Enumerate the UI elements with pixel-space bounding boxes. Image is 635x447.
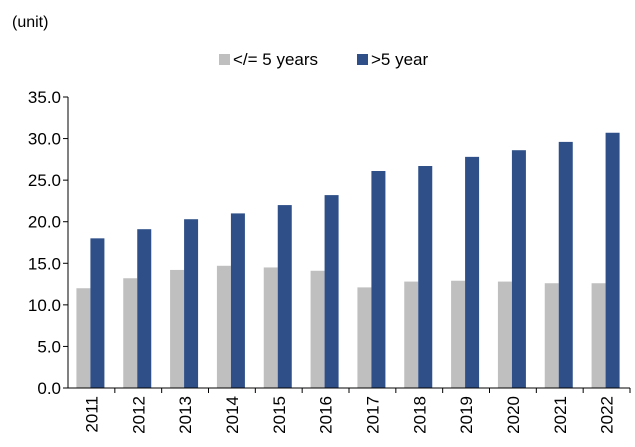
legend: </= 5 years >5 year (219, 50, 429, 69)
bar-le5-2012 (123, 278, 138, 388)
x-tick-label-2017: 2017 (363, 396, 382, 434)
legend-label-gt5: >5 year (371, 50, 429, 69)
bar-gt5-2017 (371, 170, 386, 388)
y-tick-label: 25.0 (28, 171, 61, 190)
x-tick-label-2018: 2018 (410, 396, 429, 434)
x-tick-label-2014: 2014 (223, 396, 242, 434)
bar-le5-2021 (544, 283, 559, 388)
bar-le5-2018 (404, 281, 419, 388)
bar-gt5-2011 (90, 238, 105, 388)
bar-le5-2013 (170, 269, 185, 388)
bar-le5-2011 (76, 288, 91, 388)
bar-le5-2022 (591, 283, 606, 388)
bar-gt5-2019 (465, 156, 480, 388)
y-tick-label: 0.0 (37, 379, 61, 398)
y-tick-label: 30.0 (28, 130, 61, 149)
bar-le5-2016 (310, 270, 325, 388)
y-tick-label: 5.0 (37, 337, 61, 356)
bar-gt5-2022 (605, 132, 620, 388)
y-tick-label: 10.0 (28, 296, 61, 315)
y-tick-label: 20.0 (28, 213, 61, 232)
bar-le5-2019 (451, 280, 466, 388)
legend-swatch-le5 (219, 54, 230, 65)
y-tick-label: 35.0 (28, 88, 61, 107)
legend-label-le5: </= 5 years (233, 50, 318, 69)
x-tick-label-2015: 2015 (270, 396, 289, 434)
bar-gt5-2016 (324, 195, 339, 388)
bar-le5-2020 (497, 281, 512, 388)
bar-gt5-2013 (184, 219, 199, 388)
y-tick-label: 15.0 (28, 254, 61, 273)
bar-gt5-2021 (558, 141, 573, 388)
x-tick-label-2022: 2022 (598, 396, 617, 434)
y-axis-ticks: 0.0 5.0 10.0 15.0 20.0 25.0 30.0 35.0 (28, 88, 68, 398)
bar-le5-2015 (263, 267, 278, 388)
bar-le5-2017 (357, 287, 372, 388)
bar-gt5-2018 (418, 166, 433, 388)
unit-label: (unit) (12, 14, 48, 31)
x-tick-label-2013: 2013 (176, 396, 195, 434)
x-tick-label-2021: 2021 (551, 396, 570, 434)
x-tick-label-2020: 2020 (504, 396, 523, 434)
x-tick-label-2016: 2016 (317, 396, 336, 434)
bar-le5-2014 (216, 265, 231, 388)
bar-gt5-2015 (277, 205, 292, 388)
x-tick-label-2019: 2019 (457, 396, 476, 434)
x-tick-label-2012: 2012 (129, 396, 148, 434)
bars-group (76, 132, 620, 388)
bar-gt5-2020 (511, 150, 526, 388)
x-axis-ticks: 2011 2012 2013 2014 2015 2016 2017 2018 2019 2020… (82, 388, 631, 434)
x-tick-label-2011: 2011 (82, 396, 101, 433)
bar-gt5-2012 (137, 229, 152, 388)
legend-swatch-gt5 (357, 54, 368, 65)
bar-gt5-2014 (230, 213, 245, 388)
